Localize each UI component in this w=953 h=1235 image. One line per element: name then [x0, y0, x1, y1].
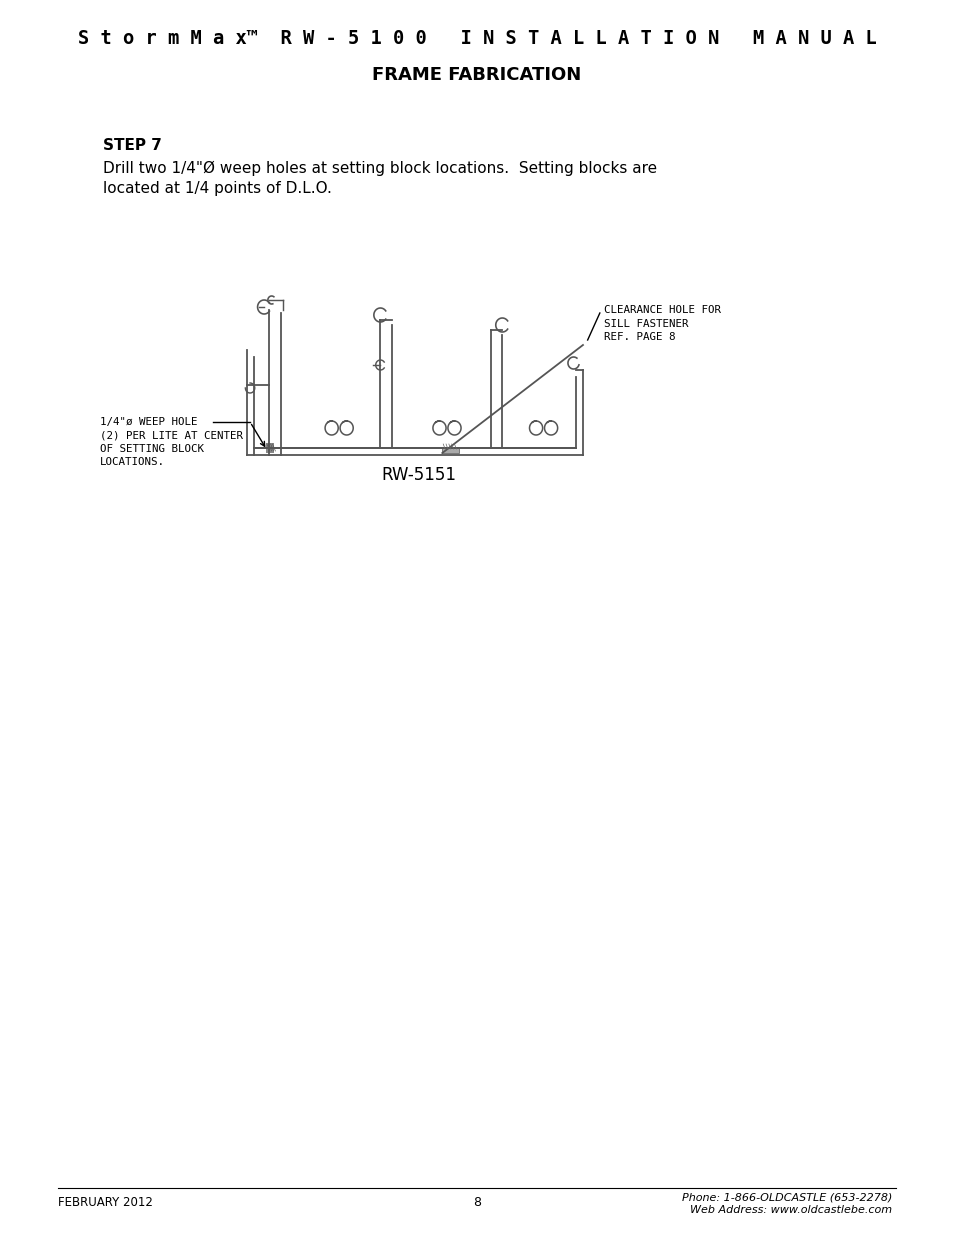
Text: SILL FASTENER: SILL FASTENER: [603, 319, 687, 329]
Text: LOCATIONS.: LOCATIONS.: [100, 457, 165, 467]
Text: Web Address: www.oldcastlebe.com: Web Address: www.oldcastlebe.com: [690, 1205, 891, 1215]
Text: (2) PER LITE AT CENTER: (2) PER LITE AT CENTER: [100, 431, 243, 441]
Text: 1/4"ø WEEP HOLE: 1/4"ø WEEP HOLE: [100, 417, 197, 427]
Text: STEP 7: STEP 7: [103, 137, 162, 152]
Text: RW-5151: RW-5151: [381, 466, 456, 484]
Text: S t o r m M a x™  R W - 5 1 0 0   I N S T A L L A T I O N   M A N U A L: S t o r m M a x™ R W - 5 1 0 0 I N S T A…: [77, 28, 876, 47]
Text: OF SETTING BLOCK: OF SETTING BLOCK: [100, 445, 204, 454]
Polygon shape: [266, 443, 274, 453]
Text: Phone: 1-866-OLDCASTLE (653-2278): Phone: 1-866-OLDCASTLE (653-2278): [681, 1192, 891, 1202]
Text: located at 1/4 points of D.L.O.: located at 1/4 points of D.L.O.: [103, 180, 332, 195]
Text: REF. PAGE 8: REF. PAGE 8: [603, 332, 675, 342]
Text: CLEARANCE HOLE FOR: CLEARANCE HOLE FOR: [603, 305, 720, 315]
Text: 8: 8: [473, 1197, 480, 1209]
Text: Drill two 1/4"Ø weep holes at setting block locations.  Setting blocks are: Drill two 1/4"Ø weep holes at setting bl…: [103, 161, 657, 175]
Text: FRAME FABRICATION: FRAME FABRICATION: [372, 65, 581, 84]
Text: FEBRUARY 2012: FEBRUARY 2012: [58, 1197, 152, 1209]
Polygon shape: [442, 447, 458, 453]
